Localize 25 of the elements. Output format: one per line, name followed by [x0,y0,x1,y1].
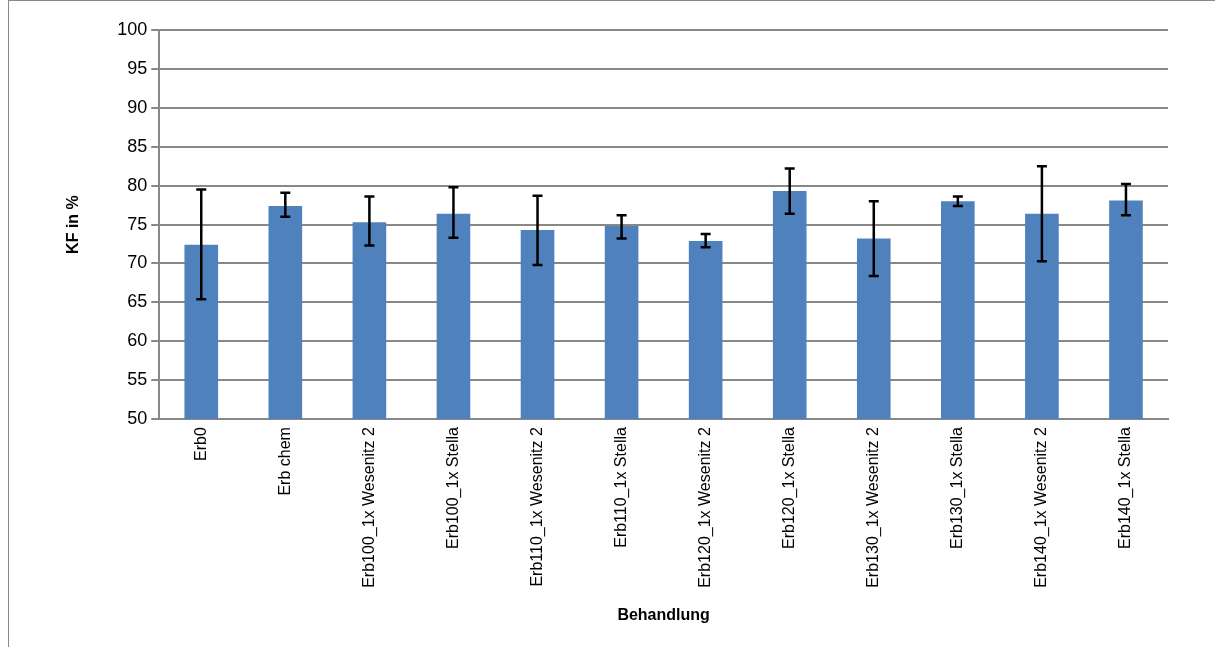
x-tick-label: Erb chem [275,427,293,496]
x-tick-label: Erb140_1x Stella [1116,427,1135,549]
x-tick-label: Erb110_1x Stella [611,427,630,548]
y-tick-label: 50 [127,408,148,429]
x-tick-label: Erb120_1x Wesenitz 2 [696,427,715,588]
y-tick-label: 95 [127,57,148,78]
y-tick-label: 100 [117,18,148,39]
y-tick-label: 80 [127,174,148,195]
x-axis-title: Behandlung [617,605,710,623]
x-tick-label: Erb140_1x Wesenitz 2 [1032,427,1051,588]
x-tick-label: Erb130_1x Stella [948,427,967,549]
y-tick-label: 90 [127,96,148,117]
y-tick-label: 65 [127,291,148,312]
y-tick-label: 70 [127,252,148,273]
x-tick-label: Erb130_1x Wesenitz 2 [864,427,883,588]
x-tick-label: Erb110_1x Wesenitz 2 [527,427,546,587]
x-tick-label: Erb100_1x Stella [443,427,462,549]
y-tick-label: 85 [127,135,148,156]
y-axis-title: KF in % [64,195,82,254]
x-tick-label: Erb100_1x Wesenitz 2 [359,427,378,588]
y-tick-label: 75 [127,213,148,234]
y-tick-label: 55 [127,369,148,390]
x-tick-label: Erb0 [191,427,209,461]
y-tick-label: 60 [127,330,148,351]
x-tick-label: Erb120_1x Stella [780,427,799,549]
